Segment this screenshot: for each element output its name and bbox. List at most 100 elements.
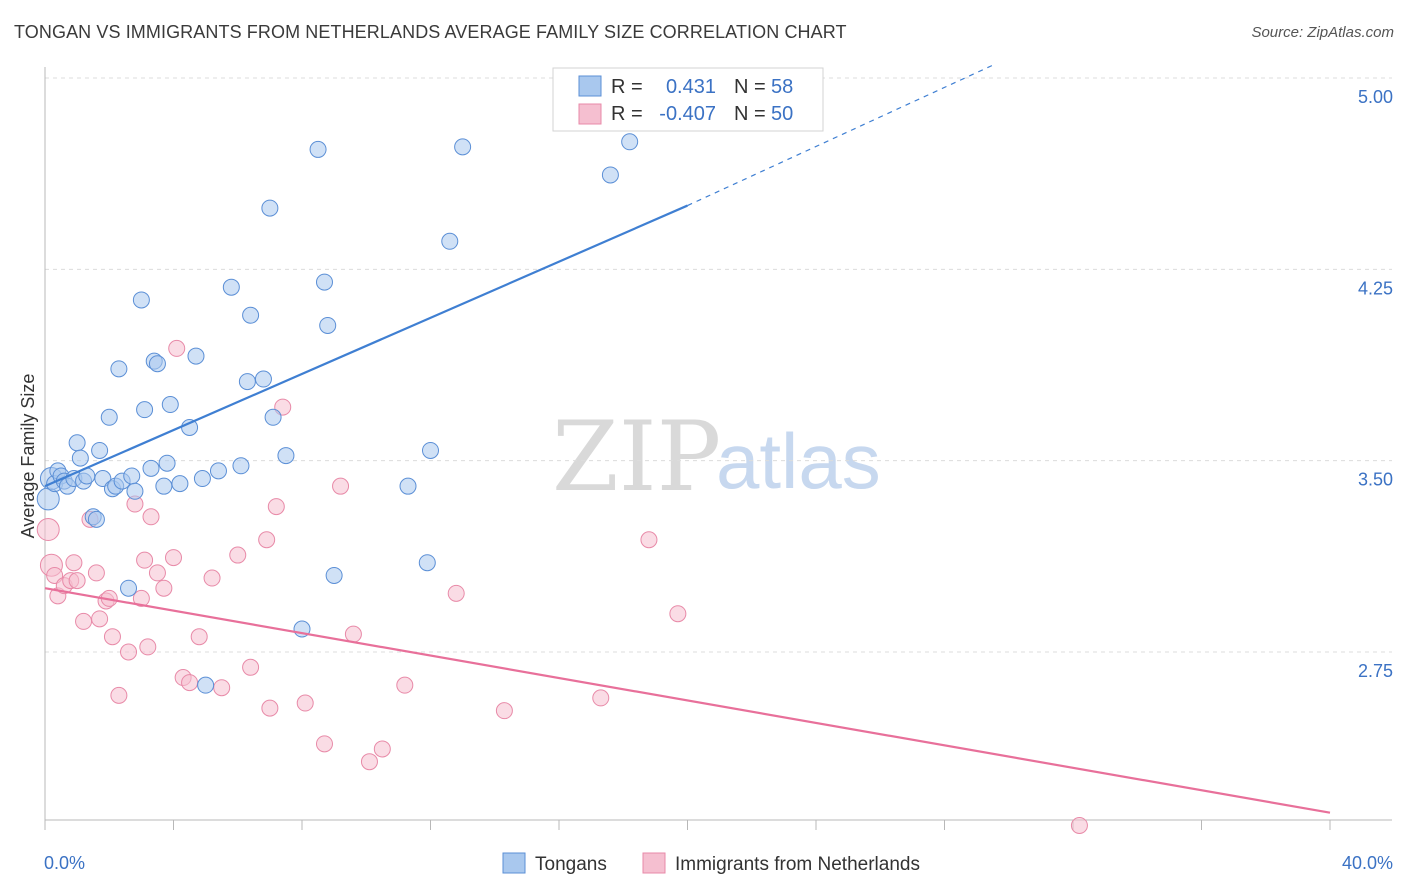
y-axis-label: Average Family Size bbox=[18, 374, 38, 539]
tongans-point-43 bbox=[261, 199, 279, 217]
netherlands-point-18 bbox=[132, 589, 150, 607]
tongans-point-50 bbox=[325, 566, 343, 584]
trend-line-netherlands bbox=[44, 587, 1331, 814]
netherlands-point-15 bbox=[110, 686, 128, 704]
x-tick-label-max: 40.0% bbox=[1342, 853, 1393, 873]
tongans-point-55 bbox=[454, 138, 472, 156]
tongans-point-38 bbox=[222, 278, 240, 296]
netherlands-point-25 bbox=[168, 339, 186, 357]
netherlands-point-47 bbox=[640, 531, 658, 549]
netherlands-point-43 bbox=[396, 676, 414, 694]
tongans-point-34 bbox=[187, 347, 205, 365]
tongans-point-47 bbox=[309, 140, 327, 158]
tongans-point-57 bbox=[621, 133, 639, 151]
y-tick-label-0: 2.75 bbox=[1358, 661, 1393, 681]
legend-r-value-2: -0.407 bbox=[659, 103, 716, 125]
legend-swatch-netherlands bbox=[578, 103, 602, 125]
netherlands-point-48 bbox=[669, 605, 687, 623]
netherlands-point-6 bbox=[65, 554, 83, 572]
source-label: Source: ZipAtlas.com bbox=[1251, 24, 1394, 41]
tongans-point-19 bbox=[110, 360, 128, 378]
tongans-point-28 bbox=[148, 355, 166, 373]
netherlands-point-20 bbox=[139, 638, 157, 656]
top-legend: R = 0.431 N = 58 R = -0.407 N = 50 bbox=[552, 67, 824, 132]
x-tick-label-min: 0.0% bbox=[44, 853, 85, 873]
tongans-point-37 bbox=[209, 462, 227, 480]
netherlands-point-30 bbox=[213, 679, 231, 697]
netherlands-point-44 bbox=[447, 584, 465, 602]
tongans-point-16 bbox=[100, 408, 118, 426]
tongans-point-8 bbox=[68, 434, 86, 452]
netherlands-point-40 bbox=[344, 625, 362, 643]
tongans-point-24 bbox=[132, 291, 150, 309]
netherlands-point-32 bbox=[242, 658, 260, 676]
tongans-point-49 bbox=[319, 316, 337, 334]
tongans-point-32 bbox=[171, 475, 189, 493]
trend-line-tongans bbox=[44, 204, 688, 488]
series-netherlands-points bbox=[36, 339, 1088, 834]
netherlands-point-7 bbox=[68, 572, 86, 590]
netherlands-point-11 bbox=[91, 610, 109, 628]
netherlands-point-14 bbox=[103, 628, 121, 646]
netherlands-point-8 bbox=[75, 612, 93, 630]
bottom-legend-label-tongans: Tongans bbox=[535, 854, 607, 875]
netherlands-point-42 bbox=[373, 740, 391, 758]
netherlands-point-21 bbox=[142, 508, 160, 526]
series-tongans-points bbox=[36, 133, 639, 694]
y-tick-label-2: 4.25 bbox=[1358, 278, 1393, 298]
tongans-point-48 bbox=[315, 273, 333, 291]
bottom-legend-label-netherlands: Immigrants from Netherlands bbox=[675, 854, 920, 875]
tongans-point-26 bbox=[142, 459, 160, 477]
netherlands-point-16 bbox=[120, 643, 138, 661]
bottom-legend-swatch-netherlands bbox=[642, 852, 666, 874]
bottom-legend: Tongans Immigrants from Netherlands bbox=[502, 852, 920, 875]
watermark-zip: ZIP bbox=[552, 401, 721, 513]
gridlines bbox=[45, 77, 1392, 653]
trend-lines bbox=[44, 64, 1331, 814]
x-axis-ticks bbox=[44, 820, 1331, 830]
netherlands-point-34 bbox=[261, 699, 279, 717]
netherlands-point-24 bbox=[165, 549, 182, 567]
tongans-point-51 bbox=[399, 477, 417, 495]
tongans-point-44 bbox=[264, 408, 282, 426]
chart-title: TONGAN VS IMMIGRANTS FROM NETHERLANDS AV… bbox=[14, 22, 847, 42]
netherlands-point-0 bbox=[36, 518, 60, 542]
tongans-point-56 bbox=[601, 166, 619, 184]
netherlands-point-38 bbox=[315, 735, 333, 753]
tongans-point-25 bbox=[136, 401, 154, 419]
netherlands-point-37 bbox=[296, 694, 314, 712]
netherlands-point-41 bbox=[360, 753, 378, 771]
legend-n-value-2: 50 bbox=[771, 103, 793, 125]
netherlands-point-31 bbox=[229, 546, 247, 564]
legend-r-label-1: R = bbox=[611, 76, 643, 98]
legend-r-label-2: R = bbox=[611, 103, 643, 125]
netherlands-point-29 bbox=[203, 569, 221, 587]
netherlands-point-27 bbox=[181, 674, 199, 692]
legend-r-value-1: 0.431 bbox=[666, 76, 716, 98]
netherlands-point-46 bbox=[592, 689, 610, 707]
netherlands-point-39 bbox=[332, 477, 350, 495]
legend-n-label-2: N = bbox=[734, 103, 766, 125]
tongans-point-36 bbox=[197, 676, 215, 694]
netherlands-point-22 bbox=[148, 564, 166, 582]
tongans-point-22 bbox=[123, 467, 141, 485]
tongans-point-39 bbox=[232, 457, 250, 475]
tongans-point-13 bbox=[87, 510, 105, 528]
tongans-point-31 bbox=[161, 396, 179, 414]
tongans-point-53 bbox=[422, 441, 439, 459]
tongans-point-14 bbox=[91, 441, 109, 459]
tongans-point-42 bbox=[254, 370, 272, 388]
netherlands-point-45 bbox=[495, 702, 513, 720]
tongans-point-45 bbox=[277, 447, 295, 465]
netherlands-point-35 bbox=[267, 498, 285, 516]
legend-swatch-tongans bbox=[578, 75, 602, 97]
tongans-point-9 bbox=[71, 449, 89, 467]
tongans-point-35 bbox=[193, 470, 211, 488]
netherlands-point-49 bbox=[1070, 816, 1088, 834]
netherlands-point-23 bbox=[155, 579, 173, 597]
tongans-point-23 bbox=[126, 482, 144, 500]
tongans-point-54 bbox=[441, 232, 459, 250]
tongans-point-40 bbox=[238, 373, 256, 391]
tongans-point-52 bbox=[418, 554, 436, 572]
